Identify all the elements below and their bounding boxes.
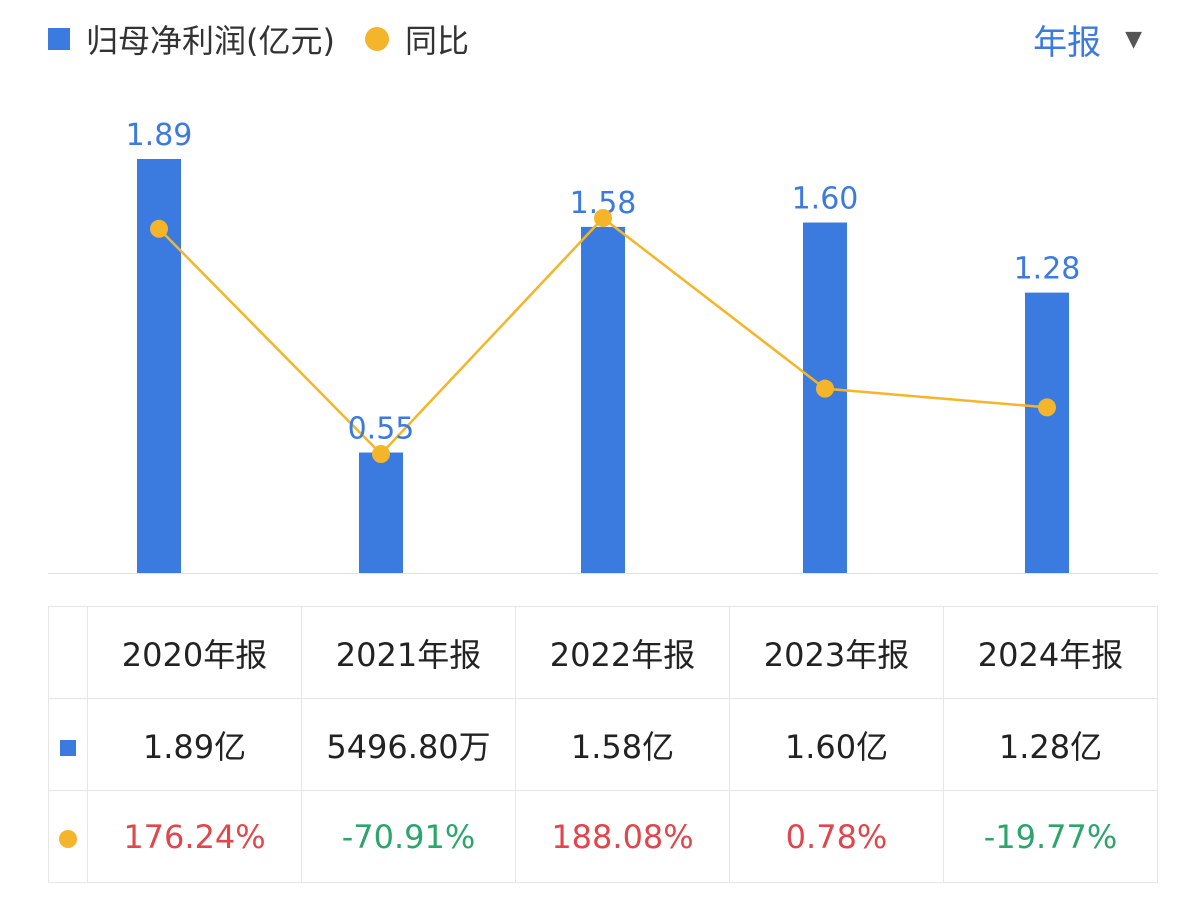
bar[interactable] [803,222,847,573]
period-selector-label: 年报 [1033,22,1102,63]
table-row-yoy: 176.24% -70.91% 188.08% 0.78% -19.77% [48,790,1158,883]
table-row-profit: 1.89亿 5496.80万 1.58亿 1.60亿 1.28亿 [48,698,1158,791]
table-corner-cell [48,606,88,699]
bar-data-label: 1.89 [126,118,193,153]
profit-cell: 5496.80万 [301,698,516,791]
dot-marker-icon [59,829,77,848]
chart-legend: 归母净利润(亿元) 同比 [48,14,499,64]
yoy-point[interactable] [150,219,168,238]
yoy-point[interactable] [1038,398,1056,417]
yoy-point[interactable] [372,445,390,463]
caret-down-icon: ▼ [1125,26,1142,52]
profit-cell: 1.60亿 [729,698,944,791]
bar-data-label: 0.55 [348,412,415,447]
yoy-cell: 0.78% [729,790,944,883]
table-header-cell: 2020年报 [87,606,302,699]
row-marker-cell [48,698,88,791]
legend-label-profit: 归母净利润(亿元) [86,22,335,60]
square-marker-icon [60,739,76,756]
profit-cell: 1.28亿 [943,698,1158,791]
legend-item-yoy[interactable]: 同比 [364,16,469,62]
legend-label-yoy: 同比 [404,22,469,60]
table-header-cell: 2024年报 [943,606,1158,699]
bar[interactable] [1025,292,1069,573]
bar[interactable] [581,226,625,573]
yoy-point[interactable] [816,379,834,398]
yoy-cell: 176.24% [87,790,302,883]
table-header-cell: 2022年报 [515,606,730,699]
legend-dot-icon [364,27,389,51]
bar-data-label: 1.28 [1014,252,1081,287]
table-header-cell: 2023年报 [729,606,944,699]
yoy-cell: -70.91% [301,790,516,883]
row-marker-cell [48,790,88,883]
bar-data-label: 1.60 [792,182,859,217]
yoy-cell: 188.08% [515,790,730,883]
legend-square-icon [48,28,70,50]
table-header-row: 2020年报 2021年报 2022年报 2023年报 2024年报 [48,606,1158,699]
legend-item-profit[interactable]: 归母净利润(亿元) [48,16,335,62]
profit-chart: 1.890.551.58 1.601.28 [48,118,1158,574]
profit-cell: 1.89亿 [87,698,302,791]
data-table: 2020年报 2021年报 2022年报 2023年报 2024年报 1.89亿… [48,606,1158,883]
table-header-cell: 2021年报 [301,606,516,699]
bar[interactable] [359,452,403,573]
yoy-cell: -19.77% [943,790,1158,883]
period-selector[interactable]: 年报 ▼ [1033,14,1142,64]
profit-cell: 1.58亿 [515,698,730,791]
yoy-point[interactable] [594,209,612,227]
